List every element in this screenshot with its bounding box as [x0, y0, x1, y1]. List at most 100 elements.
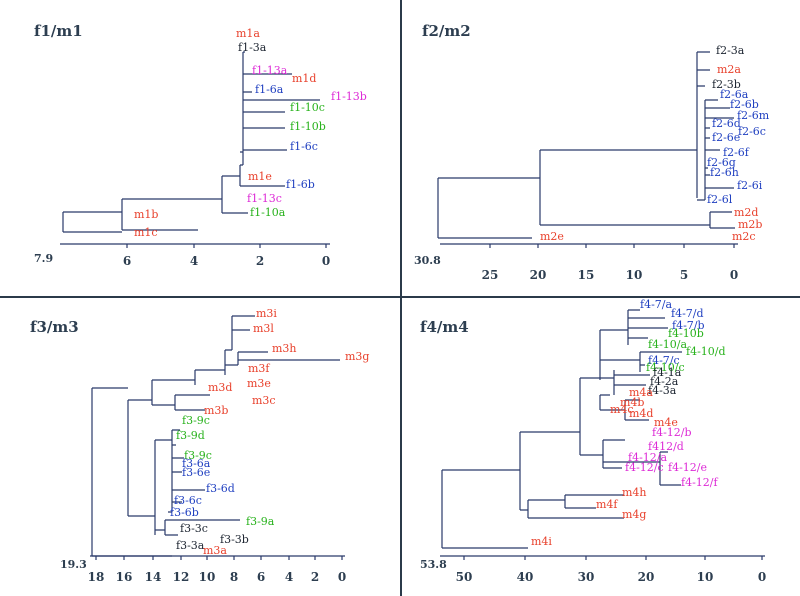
axis-tick-label: 20: [529, 268, 547, 282]
leaf-label: f4-12/a: [628, 451, 668, 464]
dendrogram-branches-1: [437, 51, 735, 239]
leaf-label: f4-10/a: [648, 338, 688, 351]
leaf-label: f3-6e: [182, 466, 211, 479]
axis-tick-label: 2: [255, 254, 265, 268]
leaf-label: f3-6c: [174, 494, 202, 507]
axis-min-label-f4-m4: 53.8: [420, 558, 447, 571]
axis-tick-label: 4: [189, 254, 199, 268]
leaf-label: f4-12/e: [668, 461, 707, 474]
leaf-label: m1c: [134, 226, 158, 239]
leaf-label: m1b: [134, 208, 159, 221]
leaf-label: f3-3a: [176, 539, 205, 552]
axis-tick-label: 14: [144, 570, 162, 584]
leaf-label: m2b: [738, 218, 763, 231]
leaf-label: m3g: [345, 350, 370, 363]
dendrogram-branches-0: [62, 51, 320, 233]
axis-min-label-f2-m2: 30.8: [414, 254, 441, 267]
axis-tick-label: 5: [679, 268, 689, 282]
axis-tick-label: 0: [757, 570, 767, 584]
leaf-label: m3a: [203, 544, 227, 557]
horizontal-divider: [0, 296, 800, 298]
axis-tick-label: 12: [172, 570, 190, 584]
leaf-label: f3-9d: [176, 429, 205, 442]
axis-tick-label: 0: [321, 254, 331, 268]
panel-title-f4-m4: f4/m4: [420, 318, 469, 336]
leaf-label: f3-6a: [182, 457, 211, 470]
leaf-label: f1-10c: [290, 101, 325, 114]
leaf-label: m1a: [236, 27, 260, 40]
axis-tick-label: 40: [516, 570, 534, 584]
leaf-label: m2c: [732, 230, 756, 243]
leaf-label: f2-6b: [730, 98, 759, 111]
leaf-label: f412/d: [648, 440, 684, 453]
axis-tick-label: 16: [115, 570, 133, 584]
axis-tick-label: 10: [696, 570, 714, 584]
leaf-label: f3-6b: [170, 506, 199, 519]
axis-tick-label: 30: [577, 570, 595, 584]
vertical-divider: [400, 0, 402, 596]
leaf-label: f4-3a: [648, 384, 677, 397]
axis-tick-label: 6: [122, 254, 132, 268]
leaf-label: f3-9a: [246, 515, 275, 528]
leaf-label: f3-9c: [184, 449, 212, 462]
axis-tick-label: 10: [198, 570, 216, 584]
leaf-label: f4-10/d: [686, 345, 726, 358]
leaf-label: f4-12/b: [652, 426, 692, 439]
leaf-label: f4-1a: [653, 366, 682, 379]
leaf-label: f2-6c: [738, 125, 766, 138]
leaf-label: f4-12/c: [625, 461, 664, 474]
panel-title-f2-m2: f2/m2: [422, 22, 471, 40]
leaf-label: f4-2a: [650, 375, 679, 388]
leaf-label: m3f: [248, 362, 270, 375]
leaf-label: m3e: [247, 377, 271, 390]
leaf-label: f2-6l: [707, 193, 733, 206]
leaf-label: f1-6a: [255, 83, 284, 96]
leaf-label: m2d: [734, 206, 759, 219]
leaf-label: f2-6m: [737, 109, 770, 122]
axis-tick-label: 15: [577, 268, 595, 282]
leaf-label: f1-6b: [286, 178, 315, 191]
leaf-label: f3-9c: [182, 414, 210, 427]
axis-tick-label: 4: [284, 570, 294, 584]
leaf-label: m4c: [610, 403, 634, 416]
dendrogram-branches-2: [91, 315, 340, 557]
leaf-label: m4e: [654, 416, 678, 429]
leaf-label: m2a: [717, 63, 741, 76]
axis-tick-label: 0: [729, 268, 739, 282]
leaf-label: f2-6i: [737, 179, 763, 192]
dendrogram-branches-3: [441, 309, 682, 549]
axis-tick-label: 0: [337, 570, 347, 584]
axis-tick-label: 10: [625, 268, 643, 282]
leaf-label: m3h: [272, 342, 297, 355]
leaf-label: f1-6c: [290, 140, 318, 153]
panel-title-f3-m3: f3/m3: [30, 318, 79, 336]
leaf-label: m3i: [256, 307, 277, 320]
axis-tick-label: 2: [310, 570, 320, 584]
leaf-label: f4-10/c: [646, 361, 685, 374]
leaf-label: m3b: [204, 404, 229, 417]
panel-title-f1-m1: f1/m1: [34, 22, 83, 40]
leaf-label: f4-7/c: [648, 354, 680, 367]
leaf-label: f4-7/a: [640, 298, 673, 311]
leaf-label: f2-6f: [723, 146, 749, 159]
axis-tick-label: 25: [481, 268, 499, 282]
leaf-label: m1e: [248, 170, 272, 183]
leaf-label: m4g: [622, 508, 647, 521]
leaf-label: m3d: [208, 381, 233, 394]
leaf-label: m2e: [540, 230, 564, 243]
leaf-label: f2-6g: [707, 156, 736, 169]
axis-tick-label: 8: [229, 570, 239, 584]
axis-min-label-f3-m3: 19.3: [60, 558, 87, 571]
leaf-label: f2-3b: [712, 78, 741, 91]
axis-tick-label: 50: [455, 570, 473, 584]
leaf-label: f1-3a: [238, 41, 267, 54]
leaf-label: f2-6a: [720, 88, 749, 101]
leaf-label: f1-13c: [247, 192, 282, 205]
leaf-label: m4f: [596, 498, 618, 511]
leaf-label: f1-13b: [331, 90, 367, 103]
leaf-label: f2-6e: [712, 131, 741, 144]
leaf-label: f3-3b: [220, 533, 249, 546]
axis-tick-label: 20: [637, 570, 655, 584]
